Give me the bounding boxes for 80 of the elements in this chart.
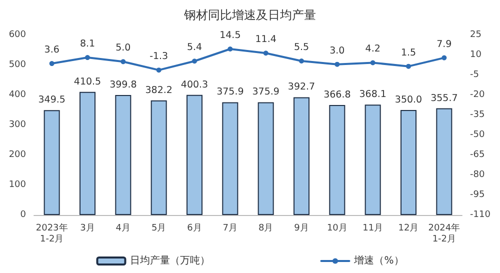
y2-tick-label: -5: [470, 70, 479, 80]
bar: [186, 94, 202, 215]
data-label: 11.4: [255, 34, 276, 46]
bar: [364, 104, 381, 215]
x-tick-label: 9月: [294, 224, 309, 234]
data-label: 14.5: [220, 30, 241, 41]
legend-label: 日均产量（万吨）: [130, 254, 210, 266]
x-tick-label: 5月: [151, 224, 166, 234]
data-label: 8.1: [80, 38, 96, 50]
data-label: 382.2: [145, 84, 172, 96]
point: [334, 62, 340, 67]
data-label: 375.9: [216, 86, 244, 98]
data-label: 4.2: [365, 44, 380, 55]
y-tick-label: 0: [20, 210, 26, 220]
bar: [436, 108, 452, 215]
y-tick-label: 500: [8, 60, 26, 70]
x-tick-label: 12月: [398, 224, 419, 234]
y-tick-label: 300: [8, 120, 26, 130]
y2-tick-label: -95: [470, 190, 485, 200]
data-label: 355.7: [430, 92, 458, 104]
bar: [80, 92, 96, 215]
y-tick-label: 400: [8, 90, 26, 100]
data-label: 3.0: [330, 45, 345, 56]
point: [370, 60, 376, 66]
x-tick-label: 3月: [80, 224, 95, 234]
y2-tick-label: -110: [470, 210, 491, 220]
data-label: 400.3: [180, 79, 208, 90]
bar: [150, 100, 167, 215]
bar: [115, 95, 132, 215]
x-tick-label: 2023年 1-2月: [36, 222, 68, 244]
x-tick-label: 10月: [326, 224, 348, 234]
y2-tick-label: -20: [470, 90, 485, 100]
x-tick-label: 8月: [258, 224, 274, 234]
chart-title: 钢材同比增速及日均产量: [183, 8, 316, 22]
x-tick-label: 7月: [222, 224, 238, 234]
x-tick-label: 11月: [362, 224, 384, 234]
data-label: -1.3: [150, 51, 168, 62]
y-tick-label: 600: [8, 30, 26, 40]
bar: [294, 97, 310, 215]
bar: [400, 110, 416, 215]
point: [192, 58, 197, 64]
data-label: 5.4: [186, 42, 202, 54]
data-label: 3.6: [44, 44, 60, 56]
y-tick-label: 200: [8, 150, 26, 160]
y2-tick-label: 10: [470, 50, 482, 60]
bar: [258, 102, 274, 215]
x-tick-label: 2024年 1-2月: [428, 222, 460, 244]
y2-tick-label: 25: [470, 30, 482, 40]
point: [85, 55, 90, 60]
data-label: 1.5: [400, 47, 416, 58]
point: [299, 58, 304, 64]
data-label: 349.5: [38, 94, 66, 106]
point: [263, 50, 268, 56]
data-label: 5.5: [294, 42, 310, 53]
bar: [222, 102, 238, 215]
data-label: 350.0: [394, 94, 422, 106]
x-tick-label: 6月: [187, 224, 202, 234]
y2-tick-label: -80: [470, 170, 485, 180]
point: [49, 61, 54, 66]
data-label: 7.9: [436, 38, 452, 50]
data-label: 392.7: [288, 82, 316, 93]
point: [120, 59, 126, 64]
x-tick-label: 4月: [116, 224, 131, 234]
bar: [329, 104, 346, 215]
legend-label: 增速（%）: [353, 254, 404, 266]
data-label: 366.8: [324, 89, 351, 100]
y-tick-label: 100: [8, 180, 26, 190]
y2-tick-label: -50: [470, 130, 485, 140]
y2-tick-label: -35: [470, 110, 485, 120]
point: [228, 46, 233, 52]
point: [406, 64, 411, 69]
data-label: 375.9: [252, 86, 280, 98]
point: [442, 55, 447, 60]
point: [156, 68, 162, 73]
data-label: 399.8: [110, 80, 137, 91]
data-label: 368.1: [359, 89, 386, 100]
y2-tick-label: -65: [470, 150, 485, 160]
bar: [44, 110, 60, 215]
data-label: 5.0: [116, 42, 131, 54]
data-label: 410.5: [74, 76, 102, 88]
